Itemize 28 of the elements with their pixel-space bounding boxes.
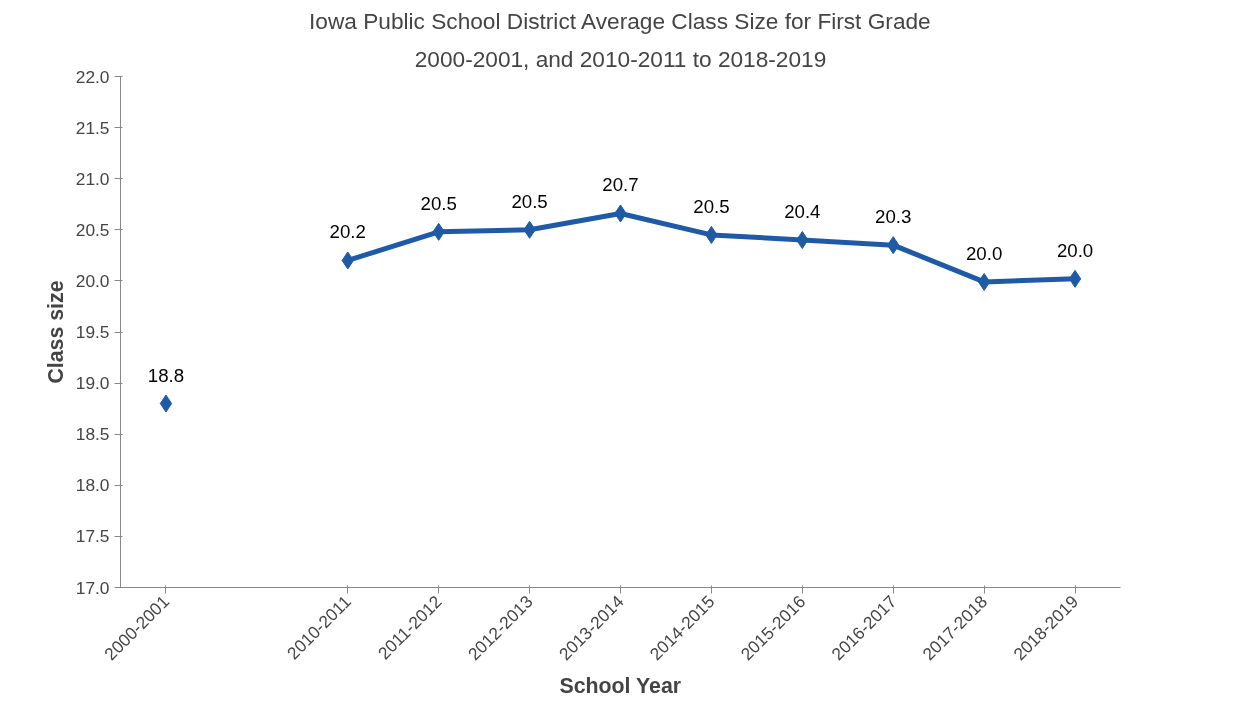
data-label: 20.7 xyxy=(602,174,639,196)
y-tick-label: 18.5 xyxy=(75,424,110,445)
data-label: 18.8 xyxy=(147,364,185,386)
y-tick-label: 17.5 xyxy=(75,526,110,547)
data-label: 20.5 xyxy=(511,190,548,212)
x-axis-title: School Year xyxy=(559,673,682,698)
y-tick-label: 19.5 xyxy=(75,322,110,342)
point xyxy=(1068,269,1082,288)
y-tick-label: 21.0 xyxy=(75,168,110,189)
y-tick-label: 17.0 xyxy=(75,577,110,598)
data-label: 20.4 xyxy=(784,201,821,223)
y-tick-label: 21.5 xyxy=(75,117,110,138)
point xyxy=(159,394,173,413)
y-tick-label: 22.0 xyxy=(75,66,110,87)
y-tick-label: 19.0 xyxy=(75,373,110,394)
data-label: 20.5 xyxy=(420,192,457,214)
chart-title: Iowa Public School District Average Class Size for First Grade xyxy=(309,7,931,34)
data-label: 20.2 xyxy=(329,221,366,243)
y-tick-label: 18.0 xyxy=(75,475,110,496)
point xyxy=(977,272,991,291)
y-tick-label: 20.5 xyxy=(75,219,110,240)
data-label: 20.0 xyxy=(1056,239,1094,261)
y-tick-label: 20.0 xyxy=(75,270,110,291)
data-label: 20.0 xyxy=(965,242,1003,264)
chart-subtitle: 2000-2001, and 2010-2011 to 2018-2019 xyxy=(414,45,827,72)
y-axis-title: Class size xyxy=(43,280,68,384)
data-label: 20.3 xyxy=(875,206,912,228)
data-label: 20.5 xyxy=(693,195,730,217)
